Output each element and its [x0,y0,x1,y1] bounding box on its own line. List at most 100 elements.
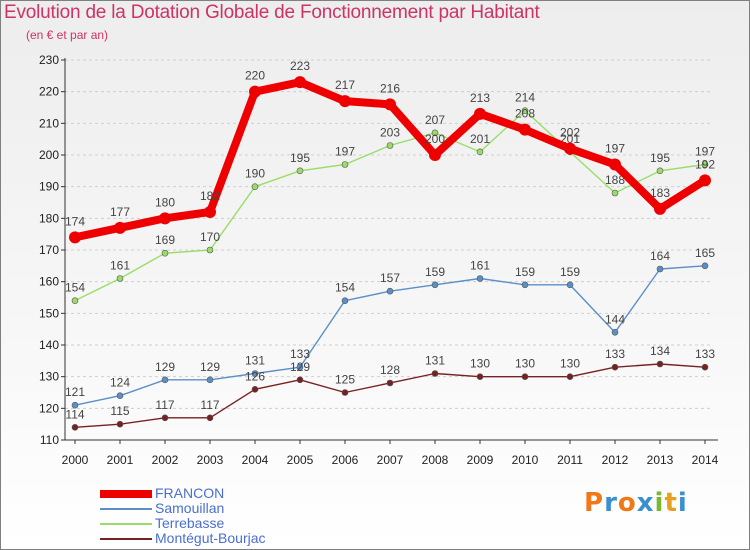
data-label: 182 [200,189,220,203]
y-tick-label: 160 [39,275,59,289]
data-label: 180 [155,195,175,209]
x-tick-label: 2011 [557,453,583,467]
data-point [656,167,664,175]
data-label: 129 [155,360,175,374]
data-label: 164 [650,249,670,263]
data-label: 129 [200,360,220,374]
data-label: 195 [650,151,670,165]
y-tick-label: 220 [39,85,59,99]
x-tick-label: 2014 [692,453,719,467]
data-label: 202 [560,126,580,140]
data-label: 192 [695,157,715,171]
y-tick-label: 200 [39,148,59,162]
data-label: 130 [560,357,580,371]
data-point [521,373,529,380]
logo-letter: r [604,488,618,518]
data-point [339,95,351,108]
data-point [251,386,259,393]
data-point [204,206,216,218]
data-point [701,363,709,371]
data-point [296,376,304,384]
data-point [519,123,531,136]
data-label: 200 [425,132,445,146]
data-label: 183 [650,186,670,200]
data-label: 131 [245,354,265,368]
data-label: 157 [380,271,400,285]
data-point [611,189,619,197]
x-tick-label: 2010 [512,453,539,467]
data-label: 128 [380,363,400,377]
data-point [206,414,214,422]
data-point [251,183,259,190]
logo-letter: t [664,488,678,518]
data-point [701,161,709,168]
data-point [159,212,171,225]
logo-letter: i [654,488,665,518]
data-label: 195 [290,151,310,165]
logo-letter: x [636,488,655,518]
legend-label: Terrebasse [155,515,225,531]
data-label: 133 [695,347,715,361]
chart-subtitle: (en € et par an) [26,28,109,42]
x-tick-label: 2013 [647,453,674,467]
data-point [206,246,214,254]
data-point [701,262,709,270]
data-label: 117 [200,398,219,412]
data-label: 170 [200,230,220,244]
data-label: 125 [335,373,355,387]
data-point [386,379,394,387]
legend-swatch [100,538,152,540]
data-label: 174 [65,214,85,228]
data-point [386,142,394,149]
legend-swatch [100,490,152,498]
data-label: 177 [110,205,130,219]
data-point [431,370,439,377]
data-label: 190 [245,167,265,181]
y-tick-label: 150 [39,306,59,320]
y-tick-label: 210 [39,116,59,130]
data-point [114,221,126,234]
data-label: 188 [605,173,625,187]
data-point [431,129,439,137]
x-tick-label: 2012 [602,453,629,467]
data-label: 161 [110,259,130,273]
logo-letter: P [584,488,605,518]
data-point [474,107,486,120]
proxiti-logo: Proxiti [584,488,688,518]
data-point [654,202,666,215]
data-point [429,149,441,161]
legend-swatch [100,508,152,510]
data-label: 217 [335,78,355,92]
data-label: 154 [335,281,355,295]
x-tick-label: 2005 [287,453,314,467]
data-label: 207 [425,113,445,127]
data-label: 114 [65,407,84,421]
data-point [296,363,304,371]
data-label: 159 [515,265,535,279]
data-point [71,401,79,409]
data-point [161,249,169,257]
data-point [521,281,529,289]
data-point [611,329,619,336]
data-label: 201 [470,132,490,146]
data-point [699,174,711,187]
data-point [611,363,619,371]
legend-label: Samouillan [155,500,225,516]
data-label: 203 [380,126,400,140]
data-label: 197 [335,145,355,159]
data-label: 220 [245,69,265,83]
x-tick-label: 2008 [422,453,449,467]
y-tick-label: 120 [39,401,59,415]
x-tick-label: 2003 [197,453,224,467]
data-label: 161 [470,259,490,273]
x-tick-label: 2009 [467,453,494,467]
y-tick-label: 110 [40,433,59,447]
data-point [566,281,574,289]
data-point [386,287,394,295]
y-tick-label: 170 [39,243,59,257]
data-point [116,392,124,399]
x-tick-label: 2002 [152,453,179,467]
x-tick-label: 2006 [332,453,359,467]
data-label: 154 [65,281,85,295]
